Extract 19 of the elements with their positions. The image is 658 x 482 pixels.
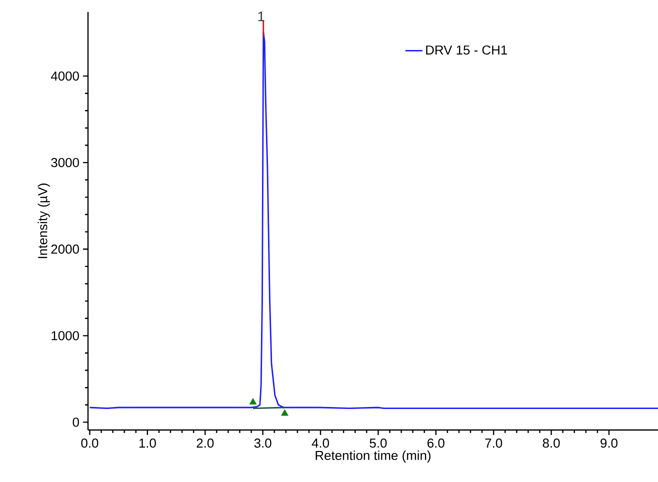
y-tick-label: 2000 xyxy=(51,244,79,254)
x-tick-label: 0.0 xyxy=(81,438,98,448)
x-tick-label: 4.0 xyxy=(312,438,330,448)
x-tick-label: 8.0 xyxy=(542,438,560,448)
annotation: 1 xyxy=(258,12,264,22)
y-tick-label: 3000 xyxy=(51,158,79,168)
x-tick-label: 7.0 xyxy=(485,438,502,448)
x-tick-label: 2.0 xyxy=(196,438,214,448)
y-tick-label: 1000 xyxy=(52,331,79,340)
x-tick-label: 3.0 xyxy=(254,438,272,448)
y-tick-label: 4000 xyxy=(50,71,79,81)
x-axis-title: Retention time (min) xyxy=(316,450,430,463)
x-tick-label: 5.0 xyxy=(370,438,387,448)
legend-label: DRV 15 - CH1 xyxy=(426,45,507,55)
y-tick-label: 0 xyxy=(72,418,79,427)
x-tick-label: 6.0 xyxy=(428,438,444,448)
x-tick-label: 1.0 xyxy=(139,438,156,448)
y-axis-title: Intensity (µV) xyxy=(38,184,50,258)
x-tick-label: 9.0 xyxy=(600,438,618,448)
